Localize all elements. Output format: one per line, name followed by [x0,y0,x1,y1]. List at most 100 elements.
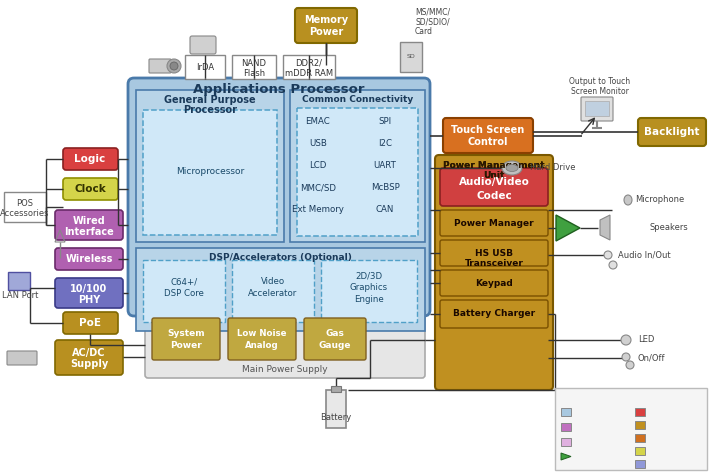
Text: CAN: CAN [376,206,394,215]
Bar [283,55,335,79]
Text: Power: Power [170,341,202,350]
Text: General Purpose: General Purpose [164,95,256,105]
Text: Wired: Wired [73,216,105,226]
FancyBboxPatch shape [55,210,123,240]
Text: Card: Card [415,28,433,37]
Text: Power Management: Power Management [443,160,545,169]
FancyBboxPatch shape [638,118,706,146]
FancyBboxPatch shape [63,148,118,170]
Text: RF/IF: RF/IF [575,437,596,446]
Text: Main Power Supply: Main Power Supply [242,365,327,374]
Bar [331,386,341,392]
Text: MS/MMC/: MS/MMC/ [415,8,450,17]
Text: Keypad: Keypad [475,278,513,288]
Circle shape [621,335,631,345]
Text: POS: POS [16,198,34,208]
Text: Clocks: Clocks [649,446,676,456]
Text: McBSP: McBSP [370,184,400,192]
Text: LED: LED [638,336,654,345]
Text: LCD: LCD [310,161,327,170]
Text: Transceiver: Transceiver [465,258,523,268]
Bar [326,390,346,428]
Circle shape [167,59,181,73]
FancyBboxPatch shape [55,340,123,375]
Text: Speakers: Speakers [650,224,689,232]
Text: Logic: Logic [649,407,671,416]
Bar [635,421,645,429]
Text: Control: Control [468,137,508,147]
FancyBboxPatch shape [55,248,123,270]
Bar [8,272,30,290]
Text: Backlight: Backlight [644,127,700,137]
Text: DDR2/: DDR2/ [295,59,322,68]
FancyBboxPatch shape [440,168,548,206]
FancyBboxPatch shape [7,351,37,365]
Text: mDDR RAM: mDDR RAM [285,69,333,78]
Text: 10/100: 10/100 [70,284,108,294]
FancyBboxPatch shape [149,59,171,73]
Text: Screen Monitor: Screen Monitor [571,88,629,97]
Bar [635,460,645,468]
Text: Power: Power [649,420,675,429]
FancyBboxPatch shape [145,310,425,378]
Text: Power Management: Power Management [443,160,545,169]
Text: EMAC: EMAC [305,118,330,127]
FancyBboxPatch shape [228,318,296,360]
Text: Flash: Flash [243,69,265,78]
Bar [185,55,225,79]
Text: Ext Memory: Ext Memory [292,206,344,215]
Text: SD/SDIO/: SD/SDIO/ [415,18,450,27]
Text: 2D/3D: 2D/3D [355,271,383,280]
Circle shape [626,361,634,369]
Bar [232,55,276,79]
Bar [635,447,645,455]
Text: Graphics: Graphics [350,284,388,292]
Text: NAND: NAND [242,59,267,68]
FancyBboxPatch shape [190,36,216,54]
Text: Touch Screen: Touch Screen [451,125,525,135]
FancyBboxPatch shape [435,155,553,390]
Text: Battery: Battery [320,414,352,423]
Text: Gas: Gas [325,329,345,338]
Text: HS USB: HS USB [475,248,513,258]
Bar [555,388,707,470]
Bar [143,260,225,322]
Text: Microprocessor: Microprocessor [176,168,244,177]
FancyBboxPatch shape [440,240,548,266]
Ellipse shape [506,165,518,171]
FancyBboxPatch shape [440,300,548,328]
Text: Output to Touch: Output to Touch [569,78,631,87]
Text: ADC/DAC: ADC/DAC [649,434,688,443]
Text: Applications Processor: Applications Processor [193,83,365,97]
Text: C64+/: C64+/ [170,278,197,287]
Text: Unit: Unit [483,171,505,180]
FancyBboxPatch shape [55,278,123,308]
Text: Clock: Clock [74,184,106,194]
Circle shape [604,251,612,259]
Ellipse shape [624,195,632,205]
Text: Audio/Video: Audio/Video [458,177,529,187]
Bar [4,192,46,222]
Bar [136,90,284,242]
Polygon shape [600,215,610,240]
Text: Processor: Processor [575,407,616,416]
Text: Accelerator: Accelerator [248,289,297,298]
Text: Logic: Logic [74,154,106,164]
Text: UART: UART [373,161,396,170]
FancyBboxPatch shape [581,97,613,121]
Bar [290,90,425,242]
Text: PHY: PHY [78,295,100,305]
Bar [585,101,609,116]
Bar [561,408,571,416]
FancyBboxPatch shape [295,8,357,43]
Circle shape [609,261,617,269]
Text: Microphone: Microphone [635,196,684,205]
FancyBboxPatch shape [440,210,548,236]
Bar [297,108,418,236]
Text: Supply: Supply [70,359,108,369]
Text: AC/DC: AC/DC [72,348,106,358]
FancyBboxPatch shape [63,178,118,200]
Polygon shape [561,453,571,460]
Bar [635,408,645,416]
Text: Audio In/Out: Audio In/Out [618,250,671,259]
